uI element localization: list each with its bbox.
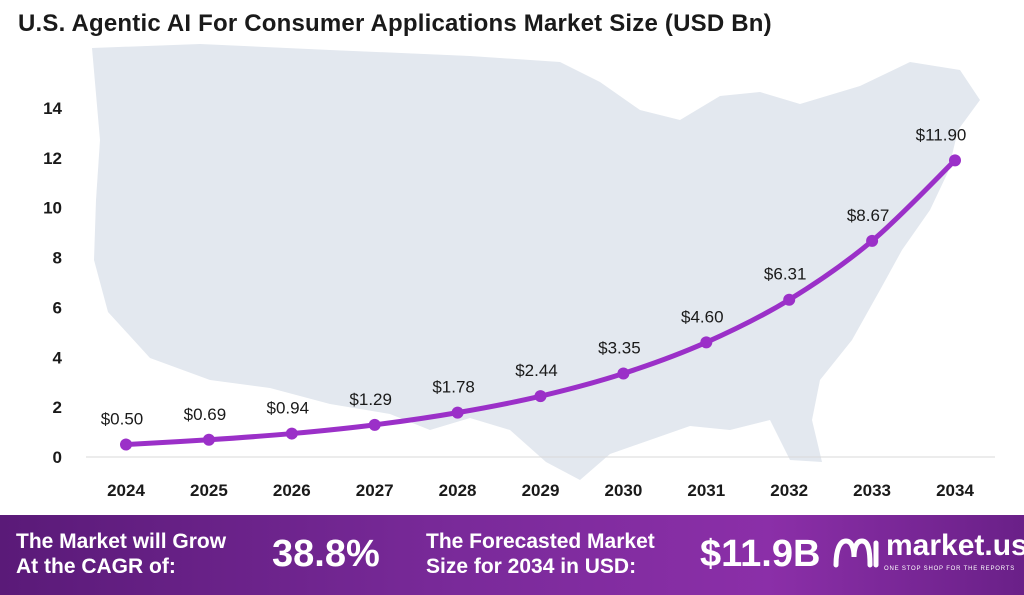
data-point [866,234,879,247]
data-label: $4.60 [681,307,724,326]
forecast-value: $11.9B [700,533,821,575]
y-tick-label: 14 [43,99,62,118]
market-us-logo-icon [833,538,879,568]
us-map-background [92,44,980,480]
x-tick-label: 2024 [107,481,145,500]
y-tick-label: 12 [43,149,62,168]
x-tick-label: 2034 [936,481,974,500]
y-tick-label: 8 [53,249,62,268]
data-label: $0.50 [101,410,144,429]
summary-banner: The Market will Grow At the CAGR of: 38.… [0,515,1024,595]
forecast-label-line2: Size for 2034 in USD: [426,555,637,578]
data-label: $0.94 [267,399,310,418]
data-point [451,406,464,419]
data-point [783,293,796,306]
brand-tagline: ONE STOP SHOP FOR THE REPORTS [884,566,1016,572]
data-point [285,427,298,440]
x-tick-label: 2026 [273,481,311,500]
data-point [368,418,381,431]
data-label: $11.90 [916,125,967,144]
data-label: $6.31 [764,265,807,284]
cagr-value: 38.8% [272,533,380,575]
cagr-label-line2: At the CAGR of: [16,555,176,578]
x-tick-label: 2030 [604,481,642,500]
x-tick-label: 2028 [439,481,477,500]
forecast-label: The Forecasted Market Size for 2034 in U… [426,529,655,579]
x-tick-label: 2027 [356,481,394,500]
forecast-label-line1: The Forecasted Market [426,530,655,553]
data-label: $8.67 [847,206,890,225]
data-point [120,438,132,451]
data-point [949,154,961,167]
y-tick-label: 6 [53,298,62,317]
data-point [202,433,215,446]
data-label: $1.29 [349,390,392,409]
cagr-label: The Market will Grow At the CAGR of: [16,529,226,579]
data-label: $1.78 [432,378,475,397]
data-point [617,367,630,380]
cagr-label-line1: The Market will Grow [16,530,227,553]
data-label: $3.35 [598,338,641,357]
y-tick-label: 2 [53,398,62,417]
y-tick-label: 4 [53,348,63,367]
data-point [700,336,713,349]
x-tick-label: 2033 [853,481,891,500]
data-label: $2.44 [515,361,558,380]
line-chart: 0 2 4 6 8 10 12 14 2024 2025 2026 2027 2028 2029 2030 2… [43,44,995,500]
data-label: $0.69 [184,405,227,424]
x-tick-label: 2025 [190,481,228,500]
x-tick-label: 2032 [770,481,808,500]
brand-name: market.us [886,529,1024,562]
x-tick-label: 2031 [687,481,725,500]
y-tick-label: 0 [53,448,62,467]
x-tick-label: 2029 [522,481,560,500]
chart-title: U.S. Agentic AI For Consumer Application… [18,10,772,37]
y-tick-label: 10 [43,199,62,218]
data-point [534,390,547,403]
